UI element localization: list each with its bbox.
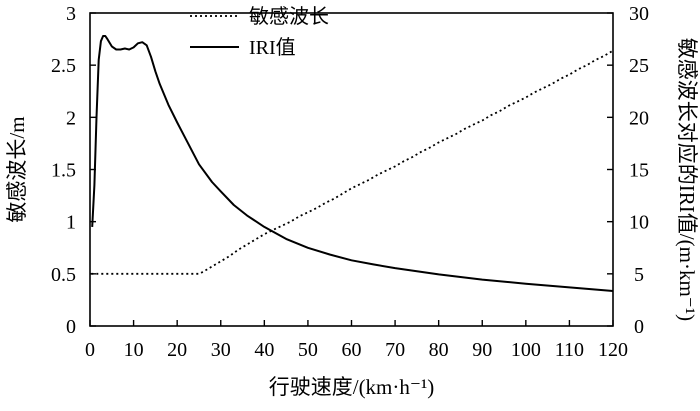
x-tick-label: 90	[472, 339, 492, 361]
x-tick-label: 120	[598, 339, 628, 361]
plot-frame	[89, 12, 614, 327]
legend: 敏感波长 IRI值	[190, 5, 329, 59]
series-line-iri	[91, 35, 614, 292]
x-tick-label: 60	[342, 339, 362, 361]
x-tick-label: 40	[254, 339, 274, 361]
x-tick-label: 0	[85, 339, 95, 361]
y-left-tick-label: 0.5	[51, 264, 76, 286]
x-tick-label: 10	[124, 339, 144, 361]
y-left-axis-title: 敏感波长/m	[5, 116, 29, 222]
y-left-tick-label: 0	[66, 316, 76, 338]
y-right-tick-label: 30	[629, 3, 649, 25]
y-left-tick-label: 2	[66, 107, 76, 129]
x-tick-label: 30	[211, 339, 231, 361]
ticks-layer: 0 10 20 30 40 50 60 70 80 90 100 110 12000.511.522.5…	[51, 3, 649, 361]
x-tick-label: 50	[298, 339, 318, 361]
series-line-sensitive-wavelength	[91, 49, 614, 275]
x-tick-label: 80	[429, 339, 449, 361]
legend-label-sensitive-wavelength: 敏感波长	[249, 5, 329, 28]
y-left-tick-label: 2.5	[51, 55, 76, 77]
y-right-axis-title: 敏感波长对应的IRI值/(m·km⁻¹)	[675, 38, 699, 321]
y-right-tick-label: 20	[629, 107, 649, 129]
x-tick-label: 20	[167, 339, 187, 361]
x-tick-label: 70	[385, 339, 405, 361]
y-right-tick-label: 5	[634, 264, 644, 286]
y-left-tick-label: 1.5	[51, 160, 76, 182]
y-right-tick-label: 15	[629, 160, 649, 182]
y-right-tick-label: 25	[629, 55, 649, 77]
x-tick-label: 110	[555, 339, 584, 361]
y-left-tick-label: 1	[66, 212, 76, 234]
x-axis-title: 行驶速度/(km·h⁻¹)	[269, 375, 435, 399]
y-right-tick-label: 10	[629, 212, 649, 234]
y-right-tick-label: 0	[634, 316, 644, 338]
y-left-tick-label: 3	[66, 3, 76, 25]
legend-label-iri: IRI值	[249, 36, 296, 59]
plot-layer	[91, 35, 614, 292]
x-tick-label: 100	[511, 339, 541, 361]
